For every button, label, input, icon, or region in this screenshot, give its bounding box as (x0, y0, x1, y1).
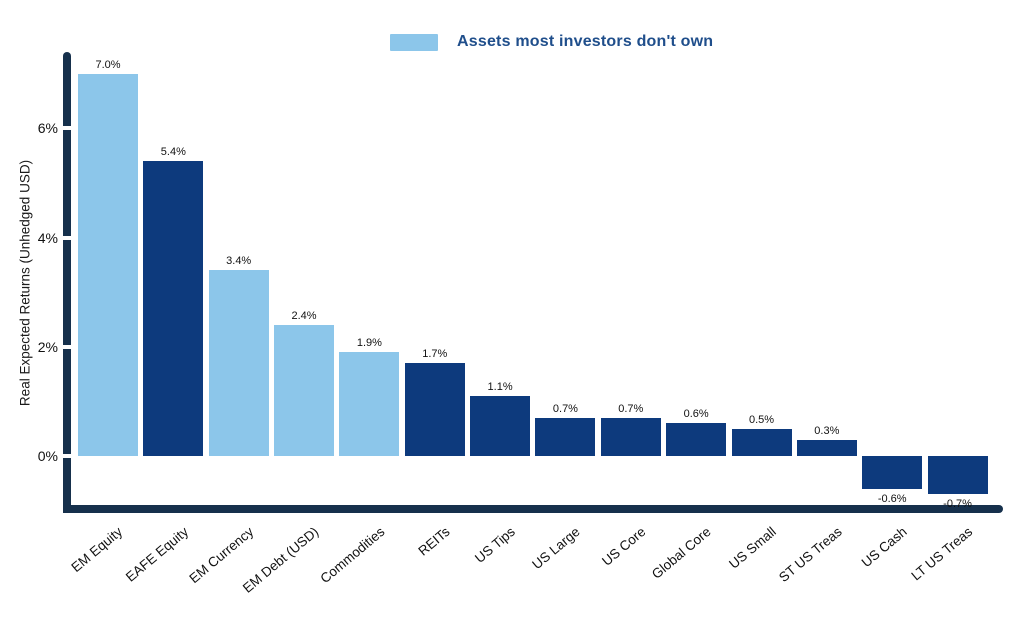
x-axis-label: Commodities (317, 524, 388, 587)
x-axis-label: LT US Treas (908, 524, 976, 584)
x-axis-label: EM Equity (68, 524, 126, 576)
bar-value-label: 1.7% (422, 348, 448, 361)
x-axis-label: REITs (415, 524, 453, 559)
y-tick-label: 6% (37, 120, 58, 137)
bar (796, 439, 857, 456)
x-axis-label: Global Core (648, 524, 714, 582)
y-tick-label: 2% (37, 338, 58, 355)
y-tick-label: 4% (37, 229, 58, 246)
bar (339, 352, 400, 456)
bar-value-label: 0.6% (683, 408, 709, 421)
bar (927, 456, 988, 495)
bar (143, 161, 204, 456)
bar-value-label: 7.0% (95, 58, 121, 71)
y-axis-line (63, 52, 71, 513)
y-tick-notch (63, 126, 71, 131)
x-axis-label: US Tips (471, 524, 518, 566)
bar-value-label: 0.5% (748, 413, 775, 426)
bar-value-label: 0.7% (552, 402, 578, 415)
y-tick-notch (63, 344, 71, 349)
bar (404, 363, 465, 456)
bar-value-label: 3.4% (226, 255, 252, 268)
x-axis-label: EM Currency (186, 524, 257, 587)
x-axis-line (63, 505, 1003, 513)
bar-value-label: 0.7% (618, 402, 644, 415)
bar (862, 456, 923, 489)
bar-value-label: -0.6% (877, 492, 907, 505)
bar (600, 417, 661, 456)
bar-value-label: 1.9% (356, 337, 382, 350)
bar (78, 73, 138, 456)
bar-value-label: 5.4% (160, 146, 186, 159)
bar (666, 423, 727, 456)
x-axis-label: US Core (599, 524, 649, 569)
bar-value-label: 0.3% (814, 424, 840, 437)
y-tick-notch (63, 235, 71, 240)
x-axis-label: ST US Treas (775, 524, 845, 586)
bar (535, 417, 596, 456)
bar (274, 324, 335, 456)
bar (208, 270, 269, 456)
bar-value-label: 2.4% (291, 309, 317, 322)
x-axis-label: US Cash (858, 524, 910, 571)
bar-value-label: 1.1% (487, 380, 513, 393)
chart-legend: Assets most investors don't own (390, 33, 713, 51)
bar (470, 395, 531, 456)
bar (731, 428, 792, 456)
bar-value-label: -0.7% (943, 498, 972, 511)
legend-swatch (390, 33, 438, 51)
x-axis-label: US Large (529, 524, 584, 573)
y-tick-label: 0% (37, 448, 58, 464)
x-axis-label: EAFE Equity (122, 524, 192, 585)
legend-label: Assets most investors don't own (457, 33, 714, 50)
y-tick-notch (63, 454, 71, 458)
x-axis-label: US Small (726, 524, 780, 572)
